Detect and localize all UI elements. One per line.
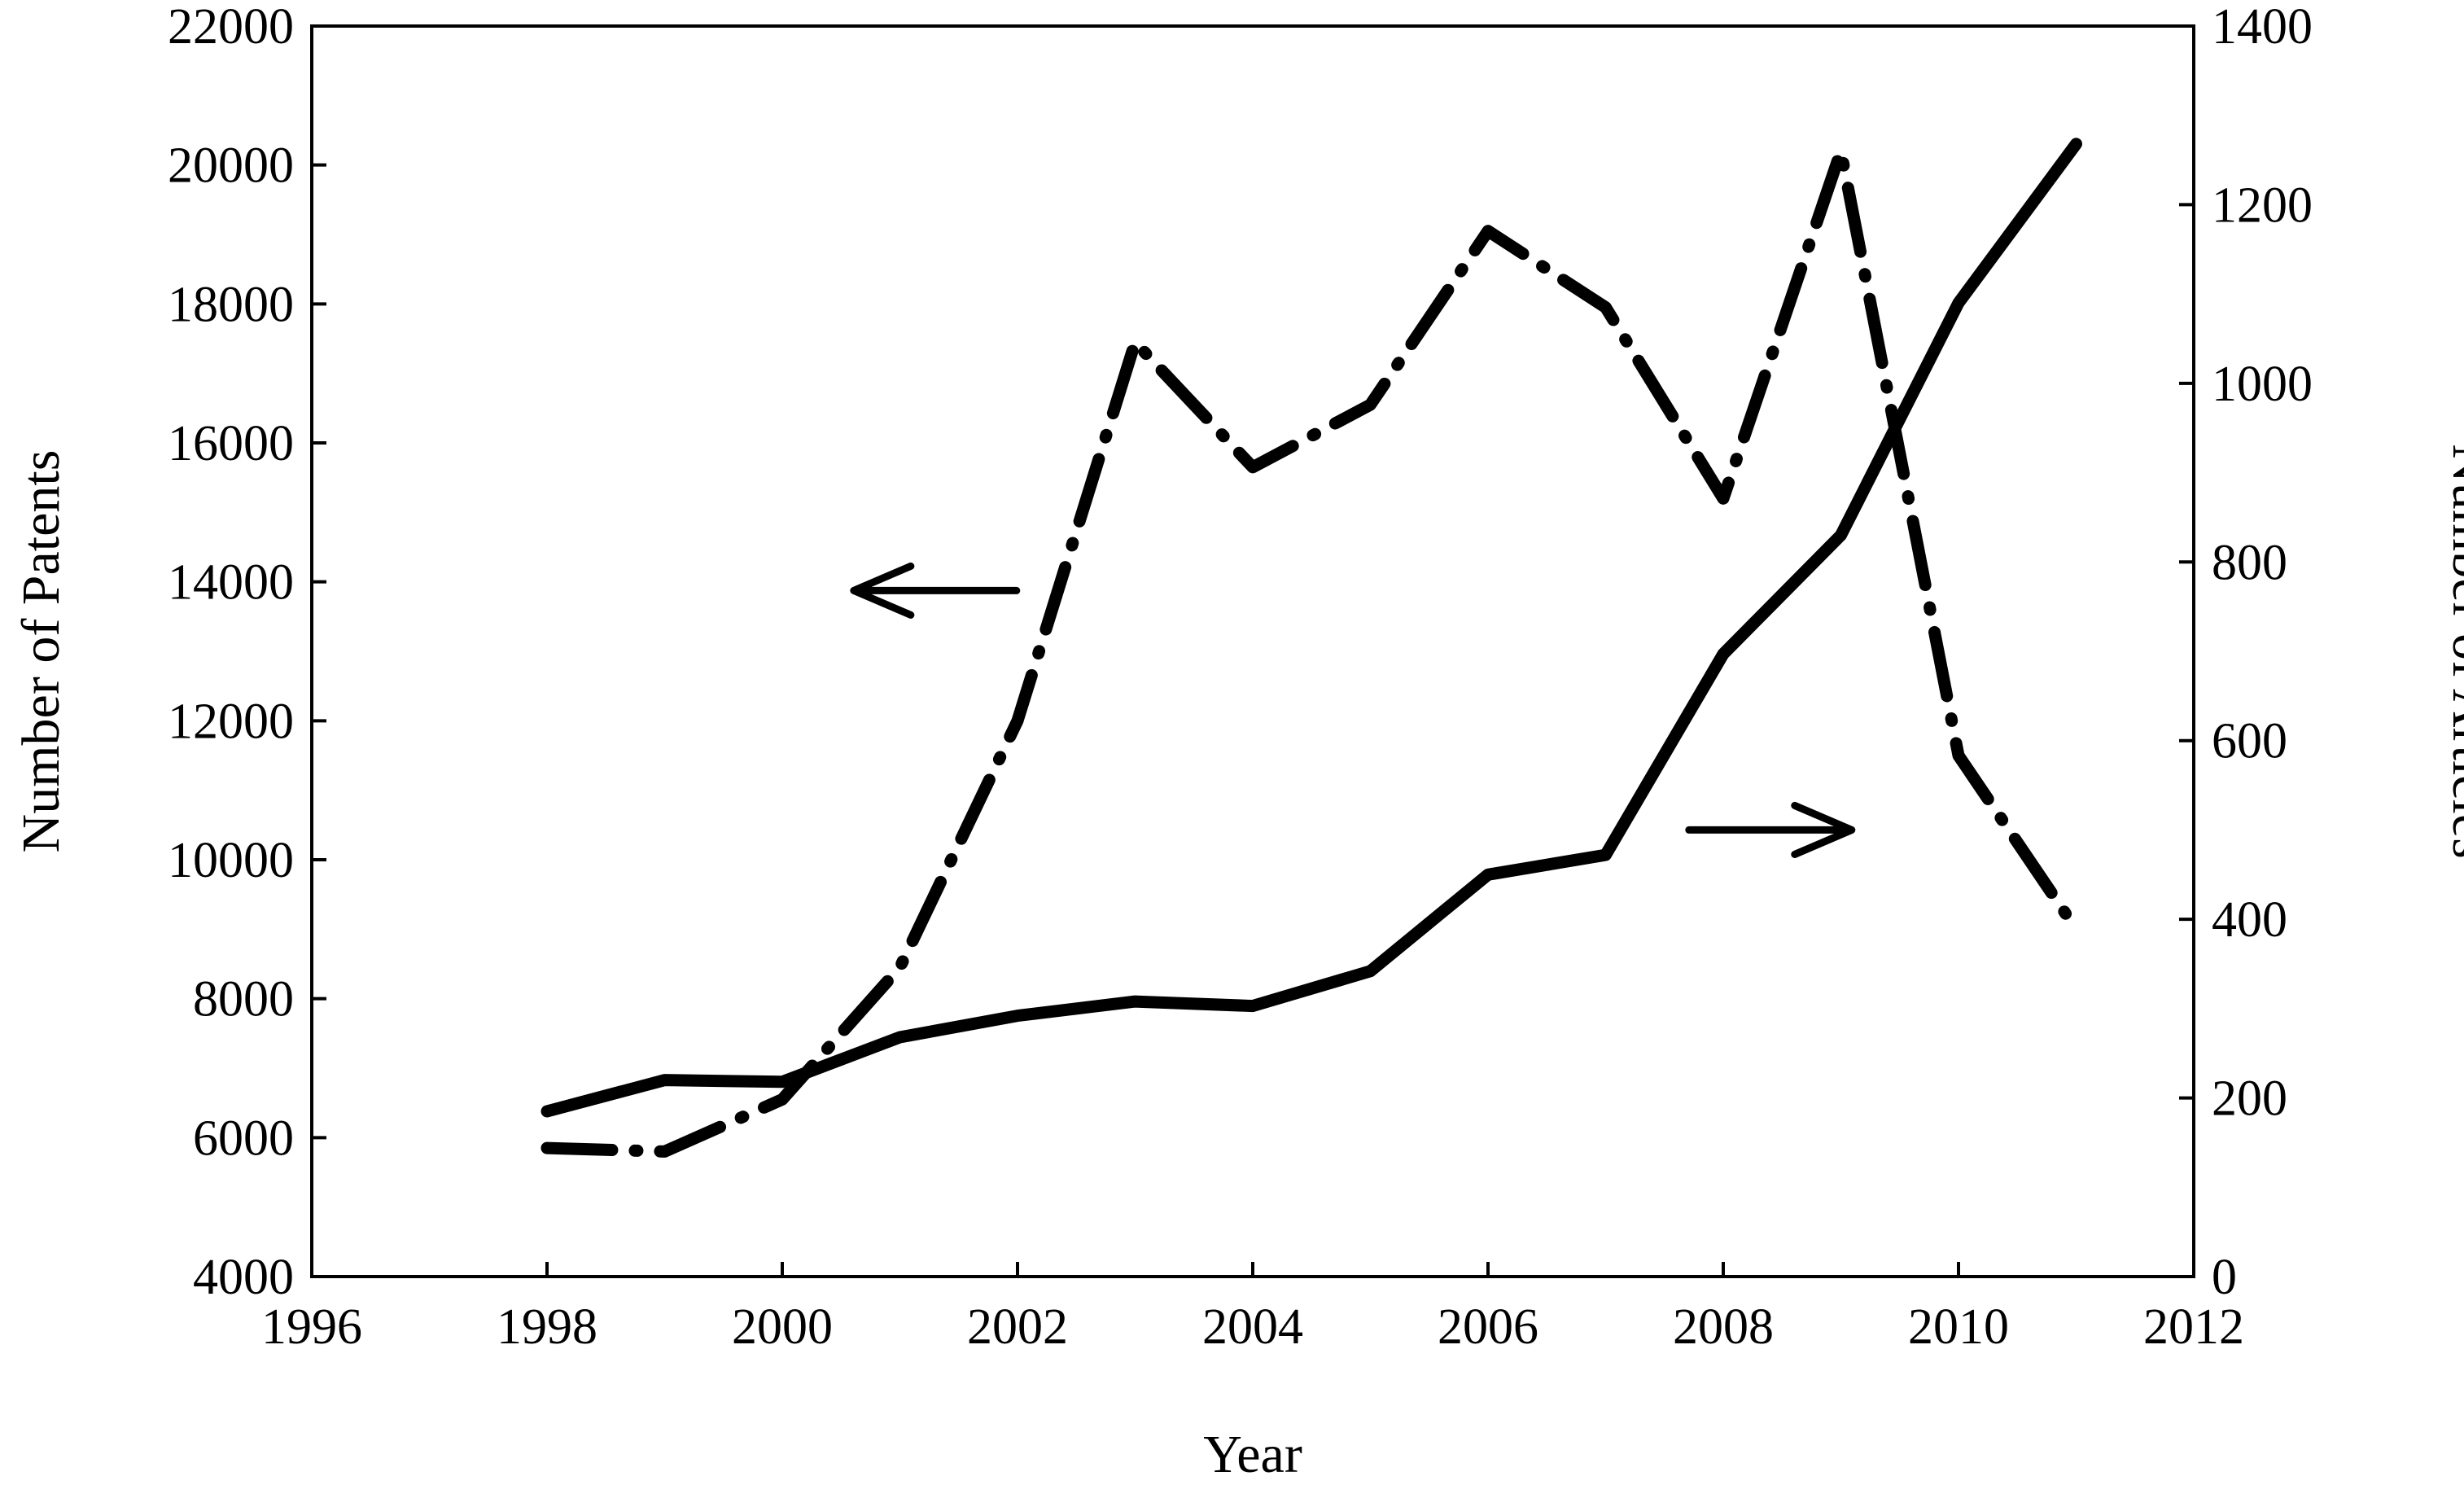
y-tick-label: 20000 [168, 138, 294, 194]
y-tick-label: 4000 [193, 1250, 294, 1305]
series-group [541, 138, 2082, 1158]
y-tick-label: 10000 [168, 833, 294, 888]
annotation-arrows [850, 562, 1856, 858]
y2-tick-label: 800 [2212, 535, 2287, 590]
y2-tick-label: 200 [2212, 1071, 2287, 1127]
x-axis-title: Year [1203, 1425, 1302, 1484]
x-tick-label: 2008 [1673, 1299, 1774, 1355]
y-axis-title-left: Number of Patents [11, 450, 71, 853]
y-axis-title-right: Number of Articles [2441, 444, 2464, 859]
y2-tick-label: 400 [2212, 892, 2287, 948]
series-line-articles [541, 138, 2082, 1118]
y2-tick-label: 1000 [2212, 357, 2313, 412]
y-tick-label: 8000 [193, 972, 294, 1027]
y2-tick-label: 0 [2212, 1250, 2237, 1305]
series-line-patents [541, 145, 2082, 1158]
y2-tick-label: 1200 [2212, 177, 2313, 233]
y2-tick-label: 1400 [2212, 0, 2313, 55]
x-tick-label: 2000 [732, 1299, 833, 1355]
x-tick-label: 2006 [1438, 1299, 1538, 1355]
x-ticks: 1996 1998 2000 2002 2004 2006 2008 2010 2012 [261, 1262, 2244, 1355]
plot-frame [310, 24, 2195, 1278]
x-tick-label: 1998 [497, 1299, 597, 1355]
y-ticks-left: 4000 6000 8000 10000 12000 14000 16000 18000 200… [168, 0, 326, 1305]
arrow-left-annotation [850, 562, 1021, 619]
y-tick-label: 6000 [193, 1110, 294, 1166]
x-tick-label: 2004 [1202, 1299, 1303, 1355]
x-tick-label: 2012 [2143, 1299, 2244, 1355]
y-tick-label: 12000 [168, 694, 294, 749]
x-tick-label: 2002 [967, 1299, 1068, 1355]
y2-tick-label: 600 [2212, 714, 2287, 769]
arrow-right-annotation [1685, 801, 1856, 858]
x-tick-label: 1996 [261, 1299, 362, 1355]
x-tick-label: 2010 [1908, 1299, 2009, 1355]
y-tick-label: 18000 [168, 277, 294, 332]
y-tick-label: 22000 [168, 0, 294, 55]
y-ticks-right: 0 200 400 600 800 1000 1200 1400 [2179, 0, 2313, 1305]
y-tick-label: 16000 [168, 416, 294, 471]
y-tick-label: 14000 [168, 555, 294, 611]
